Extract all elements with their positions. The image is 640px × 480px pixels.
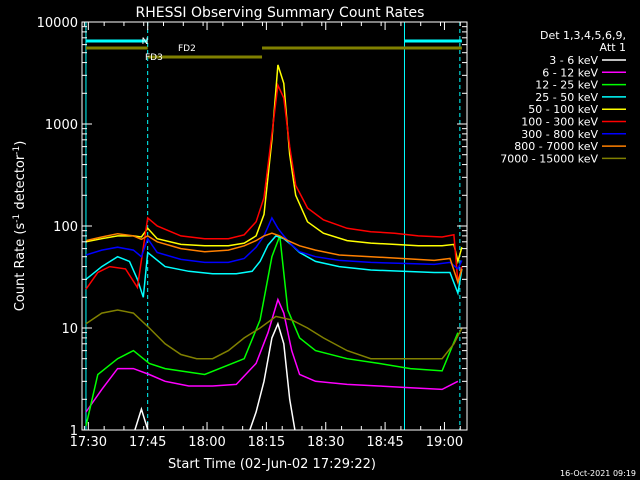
state-bar-n <box>85 39 148 43</box>
state-bar-fd2 <box>262 46 462 50</box>
x-tick-label: 18:45 <box>366 435 403 450</box>
series-line <box>85 216 463 271</box>
plot-area: N FD2 FD3 17:30 17:45 18:00 18:15 18:30 18:45 19:… <box>37 16 468 450</box>
y-axis-label-end: ) <box>13 141 28 146</box>
series-line <box>85 297 459 413</box>
y-axis-label-sup1: -1 <box>12 214 22 223</box>
y-tick-label: 1 <box>70 424 78 439</box>
legend-entry-label: 25 - 50 keV <box>535 91 598 104</box>
legend-entry-label: 800 - 7000 keV <box>514 140 598 153</box>
x-tick-label: 18:30 <box>307 435 344 450</box>
series-group <box>85 64 463 430</box>
legend-entry-label: 6 - 12 keV <box>542 66 598 79</box>
x-tick-label: 18:00 <box>188 435 225 450</box>
y-axis-label: Count Rate (s-1 detector-1) <box>12 141 28 312</box>
series-line <box>85 232 463 285</box>
x-tick-label: 17:45 <box>129 435 166 450</box>
chart-title: RHESSI Observing Summary Count Rates <box>136 5 425 21</box>
legend-entry-label: 100 - 300 keV <box>521 116 598 129</box>
legend-entry-label: 3 - 6 keV <box>549 54 598 67</box>
y-tick-label: 100 <box>53 220 78 235</box>
legend-entry-label: 50 - 100 keV <box>528 103 598 116</box>
x-axis-label: Start Time (02-Jun-02 17:29:22) <box>168 457 376 472</box>
state-label-fd2: FD2 <box>178 44 196 54</box>
state-bar-fd2 <box>85 46 148 50</box>
legend-entry-label: 7000 - 15000 keV <box>500 152 598 165</box>
series-line <box>85 309 463 360</box>
state-bar-fd3 <box>147 55 263 59</box>
legend-header-line: Att 1 <box>600 41 626 54</box>
legend-header-line: Det 1,3,4,5,6,9, <box>540 29 626 42</box>
state-label-fd3: FD3 <box>145 53 163 63</box>
series-line <box>85 64 463 265</box>
x-tick-label: 19:00 <box>426 435 463 450</box>
y-axis-label-sup2: -1 <box>12 146 22 155</box>
x-tick-label: 17:30 <box>70 435 107 450</box>
timestamp-footer: 16-Oct-2021 09:19 <box>560 469 636 478</box>
legend-entry-label: 300 - 800 keV <box>521 128 598 141</box>
y-tick-label: 1000 <box>45 118 78 133</box>
state-label-n: N <box>142 37 149 47</box>
series-line <box>85 235 459 426</box>
x-tick-label: 18:15 <box>248 435 285 450</box>
legend-entry-label: 12 - 25 keV <box>535 79 598 92</box>
series-line <box>134 321 296 430</box>
y-axis-label-mid: detector <box>13 154 28 214</box>
state-bar-n <box>404 39 462 43</box>
y-tick-label: 10000 <box>37 16 78 31</box>
y-tick-label: 10 <box>61 322 78 337</box>
y-axis-label-main: Count Rate (s <box>13 223 28 312</box>
